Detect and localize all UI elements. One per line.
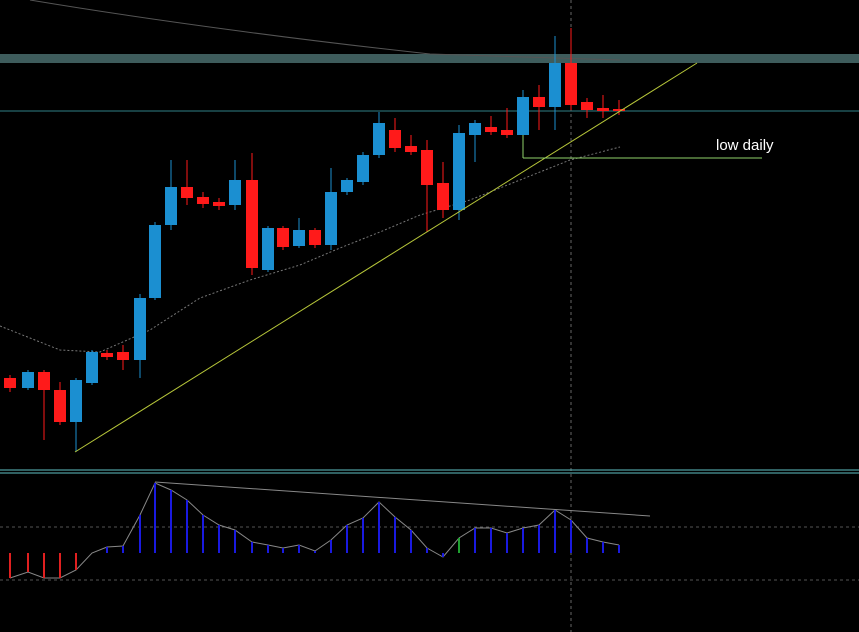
- candle-body: [581, 102, 593, 110]
- candle-body: [54, 390, 66, 422]
- candle-body: [469, 123, 481, 135]
- moving-average-long: [29, 0, 621, 61]
- candle-body: [565, 63, 577, 105]
- indicator: [9, 482, 620, 579]
- candle-body: [229, 180, 241, 205]
- candle-body: [325, 192, 337, 245]
- candle-body: [421, 150, 433, 185]
- candle-body: [277, 228, 289, 247]
- candle-body: [38, 372, 50, 390]
- candle-body: [389, 130, 401, 148]
- candle-body: [549, 63, 561, 107]
- annotation: low daily: [716, 137, 774, 154]
- candle-body: [197, 197, 209, 204]
- candle-body: [501, 130, 513, 135]
- candle-body: [86, 352, 98, 383]
- candle-body: [262, 228, 274, 270]
- resistance-band: [0, 54, 859, 63]
- moving-average: [0, 146, 621, 353]
- candle-body: [533, 97, 545, 107]
- divergence-line: [154, 481, 651, 517]
- candle-body: [293, 230, 305, 246]
- candle-body: [597, 108, 609, 111]
- candles: [4, 28, 625, 452]
- candle-body: [437, 183, 449, 210]
- candle-body: [149, 225, 161, 298]
- candle-body: [246, 180, 258, 268]
- candle-body: [405, 146, 417, 152]
- candle-body: [134, 298, 146, 360]
- candle-body: [517, 97, 529, 135]
- candle-body: [101, 353, 113, 357]
- trendline: [74, 62, 698, 453]
- candle-body: [485, 127, 497, 132]
- candle-body: [181, 187, 193, 198]
- candle-body: [373, 123, 385, 155]
- candle-body: [165, 187, 177, 225]
- candle-body: [4, 378, 16, 388]
- candle-body: [357, 155, 369, 182]
- candle-body: [309, 230, 321, 245]
- candle-body: [341, 180, 353, 192]
- candle-body: [117, 352, 129, 360]
- candle-body: [213, 202, 225, 206]
- candle-body: [70, 380, 82, 422]
- candle-body: [613, 109, 625, 111]
- candle-body: [22, 372, 34, 388]
- candle-body: [453, 133, 465, 210]
